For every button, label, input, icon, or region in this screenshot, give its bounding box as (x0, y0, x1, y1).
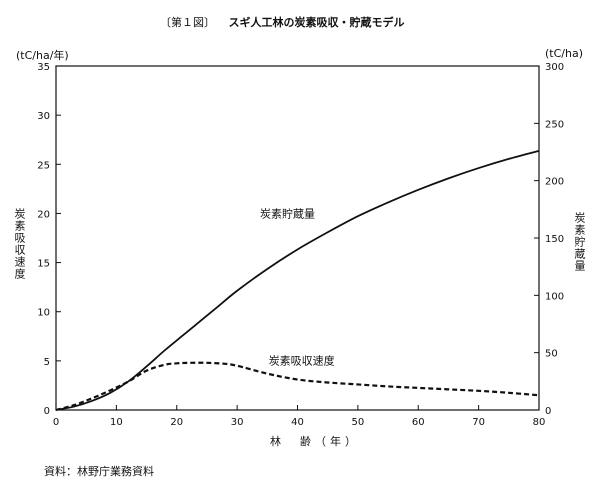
x-tick-label: 50 (352, 417, 365, 428)
y-left-tick-label: 10 (37, 308, 50, 319)
right-axis-unit: (tC/ha) (545, 47, 583, 60)
y-right-tick-label: 200 (545, 177, 564, 188)
y-right-tick-label: 150 (545, 234, 564, 245)
y-right-tick-label: 300 (545, 62, 564, 73)
y-right-tick-label: 0 (545, 406, 551, 417)
figure-title: 〔第１図〕 スギ人工林の炭素吸収・貯蔵モデル (160, 14, 405, 30)
y-right-tick-label: 250 (545, 119, 564, 130)
y-left-tick-label: 35 (37, 62, 50, 73)
y-right-tick-label: 50 (545, 349, 558, 360)
left-axis-label: 炭素吸収速度 (13, 208, 26, 280)
x-tick-label: 20 (170, 417, 183, 428)
y-left-tick-label: 20 (37, 209, 50, 220)
series-line-0 (55, 149, 540, 411)
series-label-1: 炭素吸収速度 (269, 353, 335, 367)
x-axis-label: 林 齢（年） (270, 435, 360, 448)
y-left-tick-label: 5 (44, 357, 50, 368)
x-tick-label: 40 (291, 417, 304, 428)
figure-number: 〔第１図〕 (160, 16, 215, 29)
y-left-tick-label: 0 (44, 406, 50, 417)
x-tick-label: 80 (533, 417, 546, 428)
series-line-1 (55, 361, 540, 412)
x-tick-label: 70 (472, 417, 485, 428)
ticks: 0 10 20 30 40 50 60 70 8005101520253035050100150… (37, 62, 564, 428)
series-label-0: 炭素貯蔵量 (260, 207, 315, 220)
left-axis-unit: (tC/ha/年) (16, 49, 69, 62)
y-left-tick-label: 25 (37, 160, 50, 171)
x-tick-label: 30 (231, 417, 244, 428)
x-tick-label: 0 (53, 417, 59, 428)
series-lines (55, 149, 540, 412)
x-tick-label: 60 (412, 417, 425, 428)
right-axis-label: 炭素貯蔵量 (573, 212, 586, 272)
y-left-tick-label: 30 (37, 111, 50, 122)
x-tick-label: 10 (110, 417, 123, 428)
figure-title-text: スギ人工林の炭素吸収・貯蔵モデル (228, 16, 405, 29)
source-note: 資料：林野庁業務資料 (44, 465, 154, 478)
y-right-tick-label: 100 (545, 291, 564, 302)
y-left-tick-label: 15 (37, 259, 50, 270)
